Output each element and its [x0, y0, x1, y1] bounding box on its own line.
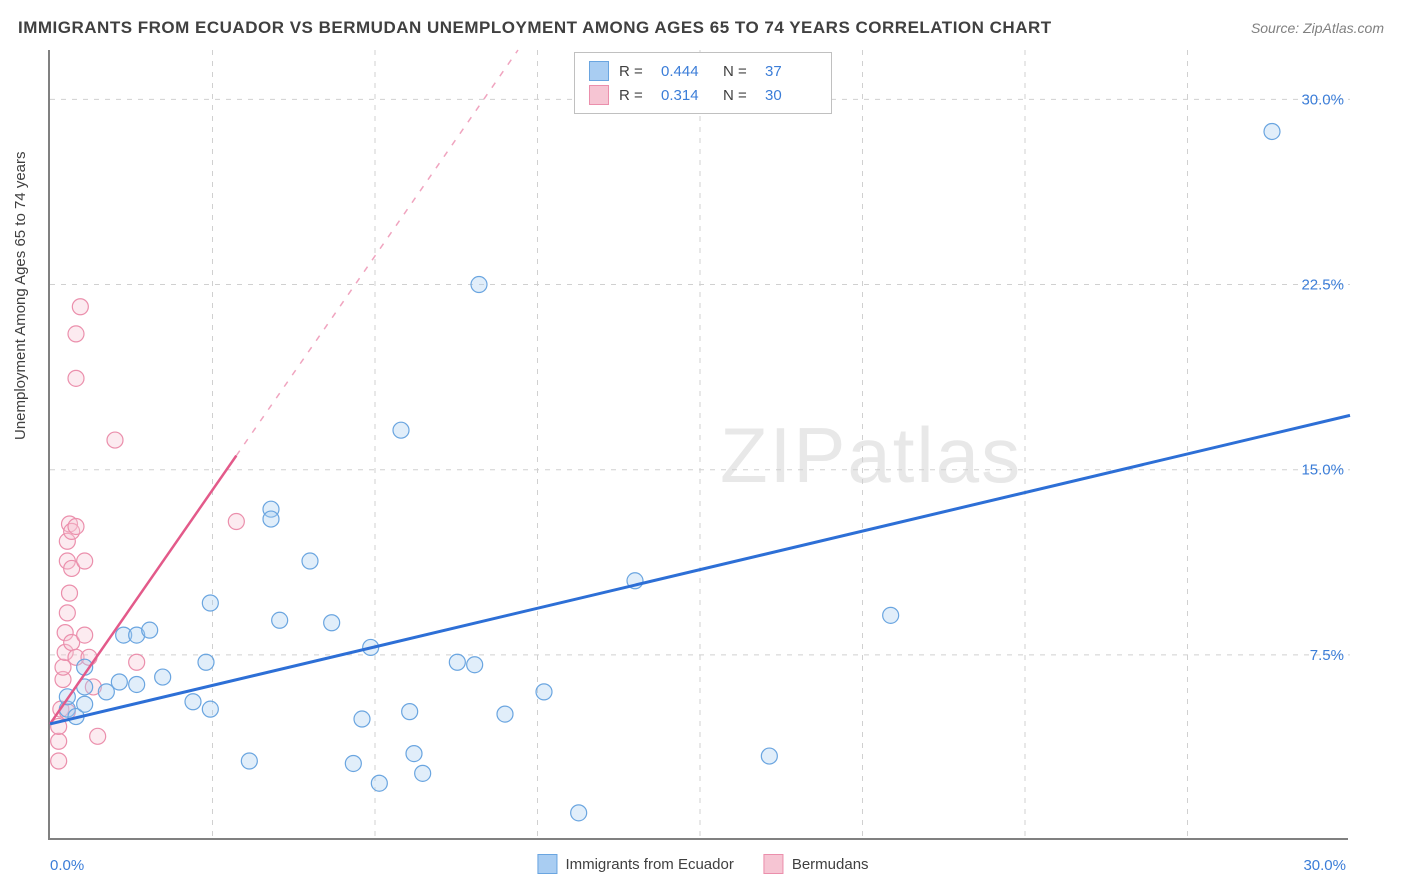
legend-label: Bermudans: [792, 856, 869, 873]
legend-swatch: [589, 61, 609, 81]
source-attribution: Source: ZipAtlas.com: [1251, 20, 1384, 36]
svg-text:30.0%: 30.0%: [1301, 91, 1344, 108]
legend-row: R = 0.444 N = 37: [589, 59, 817, 83]
svg-text:7.5%: 7.5%: [1310, 647, 1344, 664]
chart-svg: 7.5% 15.0% 22.5% 30.0%: [50, 50, 1348, 838]
r-value: 0.314: [661, 87, 713, 104]
y-axis-label: Unemployment Among Ages 65 to 74 years: [12, 151, 29, 440]
r-value: 0.444: [661, 63, 713, 80]
n-value: 30: [765, 87, 817, 104]
legend-swatch: [589, 85, 609, 105]
series-legend: Immigrants from Ecuador Bermudans: [537, 854, 868, 874]
x-axis-min-label: 0.0%: [50, 857, 84, 874]
legend-label: Immigrants from Ecuador: [565, 856, 733, 873]
legend-swatch: [537, 854, 557, 874]
n-value: 37: [765, 63, 817, 80]
correlation-legend: R = 0.444 N = 37 R = 0.314 N = 30: [574, 52, 832, 114]
legend-item-bermudans: Bermudans: [764, 854, 869, 874]
chart-title: IMMIGRANTS FROM ECUADOR VS BERMUDAN UNEM…: [18, 18, 1052, 38]
r-label: R =: [619, 87, 651, 104]
svg-text:15.0%: 15.0%: [1301, 462, 1344, 479]
n-label: N =: [723, 63, 755, 80]
svg-text:22.5%: 22.5%: [1301, 277, 1344, 294]
legend-swatch: [764, 854, 784, 874]
legend-item-ecuador: Immigrants from Ecuador: [537, 854, 733, 874]
plot-area: 7.5% 15.0% 22.5% 30.0%: [48, 50, 1348, 840]
x-axis-max-label: 30.0%: [1303, 857, 1346, 874]
legend-row: R = 0.314 N = 30: [589, 83, 817, 107]
n-label: N =: [723, 87, 755, 104]
r-label: R =: [619, 63, 651, 80]
